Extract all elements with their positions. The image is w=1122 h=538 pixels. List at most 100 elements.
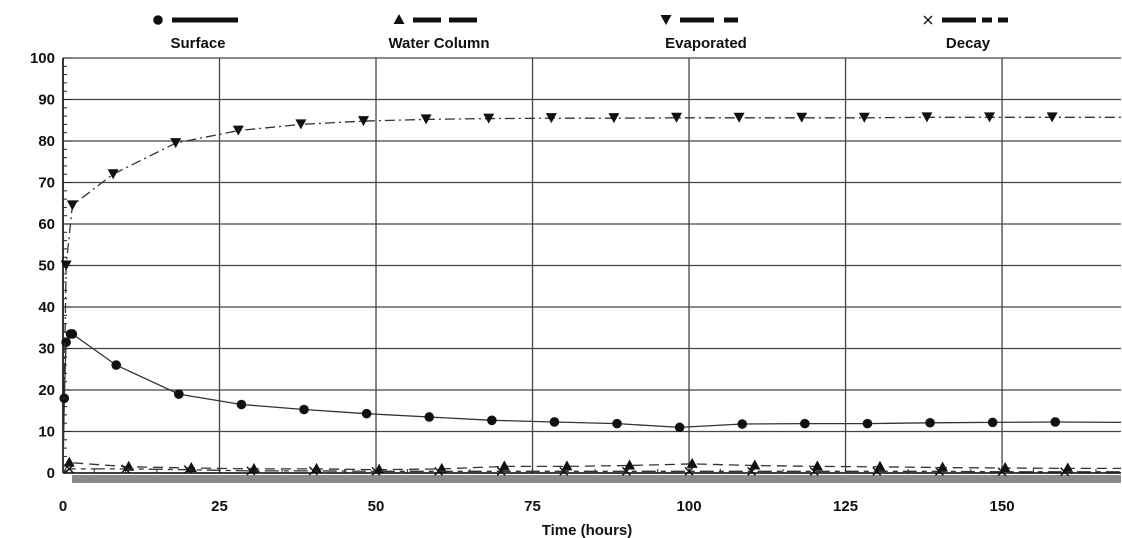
marker-cross bbox=[934, 466, 944, 476]
marker-circle bbox=[925, 417, 935, 428]
x-tick-label: 125 bbox=[833, 498, 858, 515]
marker-triangle-down bbox=[483, 113, 495, 124]
legend-item: Decay bbox=[923, 15, 1008, 52]
marker-triangle-down bbox=[921, 112, 933, 123]
x-axis-title: Time (hours) bbox=[542, 522, 633, 538]
marker-circle bbox=[174, 389, 184, 399]
marker-triangle-up bbox=[624, 459, 636, 470]
marker-triangle-down bbox=[984, 112, 996, 123]
marker-cross bbox=[559, 466, 569, 476]
x-tick-label: 150 bbox=[990, 498, 1015, 515]
legend-item: Water Column bbox=[388, 14, 490, 52]
marker-triangle-down bbox=[357, 116, 369, 127]
marker-triangle-up bbox=[393, 14, 405, 24]
y-tick-label: 50 bbox=[38, 258, 55, 275]
marker-triangle-up bbox=[749, 459, 761, 470]
marker-triangle-down bbox=[232, 125, 244, 136]
marker-cross bbox=[308, 466, 318, 476]
marker-triangle-down bbox=[1046, 112, 1058, 123]
marker-circle bbox=[737, 419, 748, 429]
marker-circle bbox=[153, 15, 163, 25]
marker-cross bbox=[434, 466, 444, 476]
marker-cross bbox=[121, 464, 131, 474]
marker-cross bbox=[872, 466, 882, 476]
marker-triangle-down bbox=[733, 112, 745, 123]
series-line bbox=[62, 116, 1121, 474]
legend-label: Water Column bbox=[388, 35, 489, 52]
marker-triangle-up bbox=[874, 460, 886, 471]
marker-triangle-down bbox=[858, 112, 870, 123]
marker-triangle-down bbox=[170, 138, 182, 149]
marker-cross bbox=[64, 464, 74, 474]
marker-circle bbox=[612, 418, 622, 429]
marker-cross bbox=[371, 466, 381, 476]
marker-circle bbox=[61, 337, 71, 348]
marker-circle bbox=[361, 408, 372, 419]
tick-labels: 0 10 20 30 40 50 60 70 80 90 100 0 25 50 75 100 125 150 bbox=[30, 50, 1015, 515]
marker-circle bbox=[299, 404, 309, 415]
y-tick-label: 20 bbox=[38, 382, 55, 399]
marker-triangle-up bbox=[811, 460, 823, 471]
marker-triangle-up bbox=[561, 460, 573, 471]
marker-triangle-down bbox=[295, 119, 307, 130]
x-tick-label: 25 bbox=[211, 498, 228, 515]
marker-cross bbox=[747, 466, 757, 476]
marker-triangle-down bbox=[66, 200, 78, 211]
marker-triangle-up bbox=[498, 460, 510, 471]
y-tick-label: 30 bbox=[38, 341, 55, 358]
y-tick-label: 80 bbox=[38, 133, 55, 150]
legend-item: Surface bbox=[153, 15, 238, 52]
marker-circle bbox=[800, 418, 810, 429]
marker-triangle-up bbox=[686, 457, 698, 468]
marker-circle bbox=[236, 399, 247, 410]
legend-label: Decay bbox=[946, 35, 991, 52]
y-tick-label: 100 bbox=[30, 50, 55, 67]
series-surface bbox=[59, 329, 1122, 474]
x-tick-label: 100 bbox=[677, 498, 702, 515]
series-line bbox=[62, 333, 1122, 474]
marker-cross bbox=[1060, 467, 1070, 477]
y-tick-label: 0 bbox=[47, 465, 55, 482]
marker-circle bbox=[487, 415, 497, 426]
legend-label: Evaporated bbox=[665, 35, 747, 52]
marker-circle bbox=[67, 329, 78, 339]
y-tick-label: 10 bbox=[38, 424, 55, 441]
legend: Surface Water Column Evaporated Decay bbox=[153, 14, 1008, 52]
x-tick-label: 50 bbox=[368, 498, 385, 515]
x-tick-label: 0 bbox=[59, 498, 67, 515]
marker-triangle-down bbox=[107, 169, 119, 180]
marker-cross bbox=[246, 466, 256, 476]
marker-triangle-up bbox=[999, 462, 1011, 473]
baseline-band bbox=[72, 475, 1121, 483]
marker-circle bbox=[549, 417, 560, 427]
marker-circle bbox=[674, 422, 685, 433]
marker-cross bbox=[809, 466, 819, 476]
y-tick-label: 40 bbox=[38, 299, 55, 316]
series-evaporated bbox=[60, 112, 1121, 474]
y-tick-label: 70 bbox=[38, 175, 55, 192]
marker-triangle-up bbox=[1062, 462, 1074, 473]
marker-cross bbox=[923, 15, 933, 25]
legend-item: Evaporated bbox=[660, 15, 747, 52]
marker-cross bbox=[621, 466, 631, 476]
series-decay bbox=[62, 464, 1121, 477]
marker-triangle-down bbox=[420, 114, 432, 125]
marker-circle bbox=[424, 412, 435, 422]
legend-label: Surface bbox=[170, 35, 225, 52]
marker-triangle-down bbox=[796, 112, 808, 123]
marker-triangle-up bbox=[63, 456, 75, 467]
series-layer bbox=[59, 112, 1122, 477]
marker-circle bbox=[111, 360, 122, 370]
marker-circle bbox=[987, 417, 998, 428]
marker-cross bbox=[997, 467, 1007, 477]
marker-triangle-up bbox=[937, 461, 949, 472]
grid bbox=[62, 57, 1121, 474]
marker-circle bbox=[1050, 417, 1061, 427]
marker-triangle-down bbox=[545, 113, 557, 124]
y-tick-label: 90 bbox=[38, 92, 55, 109]
marker-triangle-down bbox=[660, 15, 672, 25]
marker-triangle-down bbox=[60, 260, 72, 271]
axes bbox=[62, 57, 1121, 483]
marker-cross bbox=[183, 465, 193, 475]
